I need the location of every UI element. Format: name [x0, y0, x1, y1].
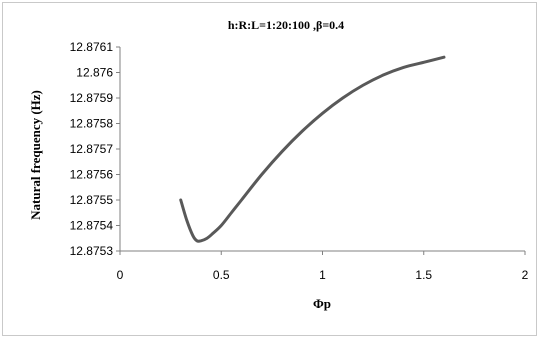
y-tick-label: 12.8754	[70, 219, 114, 233]
x-axis-label: Φp	[313, 296, 331, 311]
x-tick-label: 1	[319, 268, 326, 282]
y-tick-labels: 12.8753 12.8754 12.8755 12.8756 12.8757 12.87…	[70, 40, 114, 258]
y-tick-label: 12.8758	[70, 117, 114, 131]
y-tick-label: 12.8753	[70, 244, 114, 258]
y-tick-label: 12.8756	[70, 168, 114, 182]
y-tick-label: 12.876	[76, 66, 113, 80]
y-axis-label: Natural frequency (Hz)	[28, 90, 43, 220]
y-tick-label: 12.8759	[70, 91, 114, 105]
x-tick-label: 0.5	[213, 268, 230, 282]
x-tick-label: 0	[117, 268, 124, 282]
axes	[116, 46, 526, 255]
series-group	[179, 55, 446, 243]
y-tick-label: 12.8757	[70, 142, 114, 156]
x-tick-label: 1.5	[415, 268, 432, 282]
y-tick-label: 12.8761	[70, 40, 114, 54]
series-line	[179, 55, 446, 243]
chart-frame	[2, 2, 537, 336]
x-tick-labels: 0 0.5 1 1.5 2	[117, 268, 529, 282]
y-tick-label: 12.8755	[70, 193, 114, 207]
chart-title: h:R:L=1:20:100 ,β=0.4	[228, 18, 344, 32]
x-tick-label: 2	[522, 268, 529, 282]
